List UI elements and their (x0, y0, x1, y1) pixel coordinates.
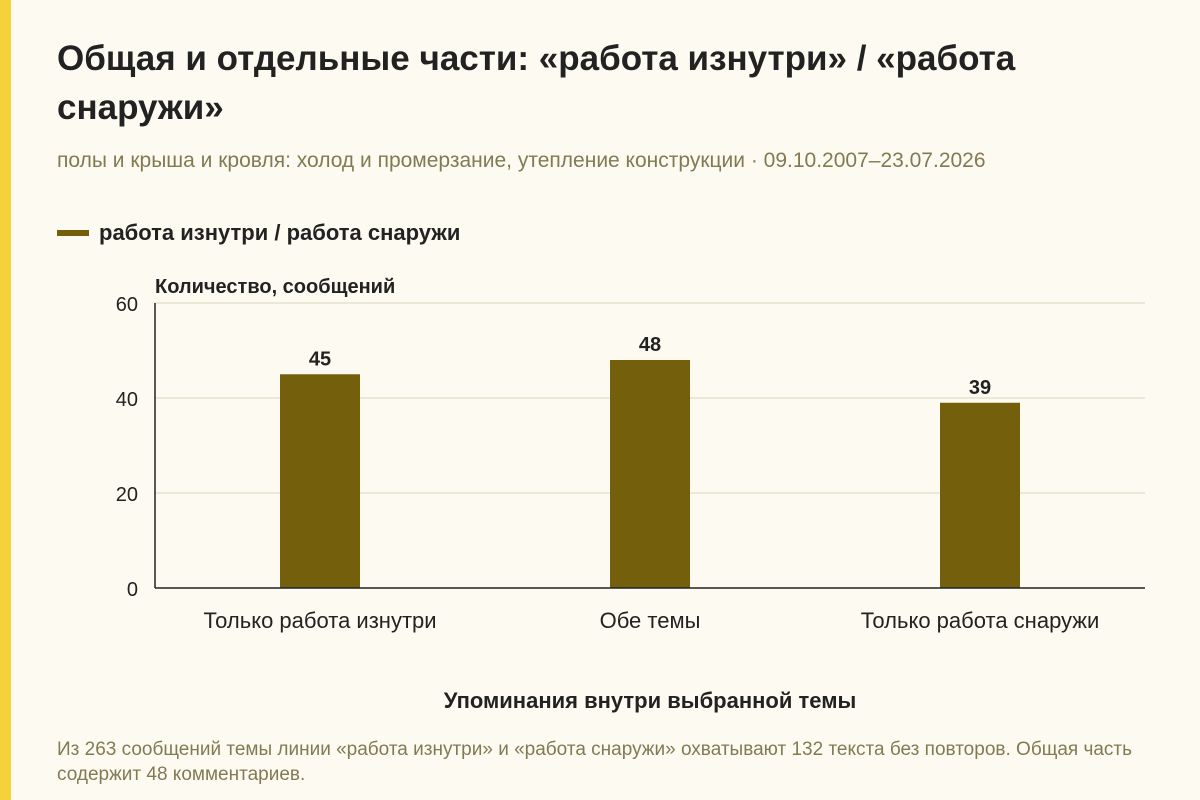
y-axis-title: Количество, сообщений (155, 276, 395, 298)
y-tick-label: 20 (116, 484, 138, 506)
x-tick-label: Только работа снаружи (861, 608, 1100, 633)
bar (610, 360, 690, 588)
x-tick-label: Обе темы (600, 608, 701, 633)
bar (940, 402, 1020, 588)
chart-subtitle: полы и крыша и кровля: холод и промерзан… (57, 149, 986, 172)
data-label: 45 (309, 348, 331, 370)
chart-title: Общая и отдельные части: «работа изнутри… (57, 39, 1016, 127)
legend-swatch (57, 230, 89, 236)
accent-strip (0, 0, 11, 800)
x-axis-title: Упоминания внутри выбранной темы (444, 688, 857, 713)
x-tick-label: Только работа изнутри (203, 608, 436, 633)
y-tick-label: 0 (127, 579, 138, 601)
legend-label: работа изнутри / работа снаружи (99, 220, 461, 245)
bar (280, 374, 360, 588)
footnote: Из 263 сообщений темы линии «работа изну… (57, 739, 1133, 785)
data-label: 39 (969, 377, 991, 399)
y-tick-label: 40 (116, 389, 138, 411)
legend: работа изнутри / работа снаружи (57, 218, 460, 248)
data-label: 48 (639, 334, 661, 356)
y-tick-label: 60 (116, 294, 138, 316)
